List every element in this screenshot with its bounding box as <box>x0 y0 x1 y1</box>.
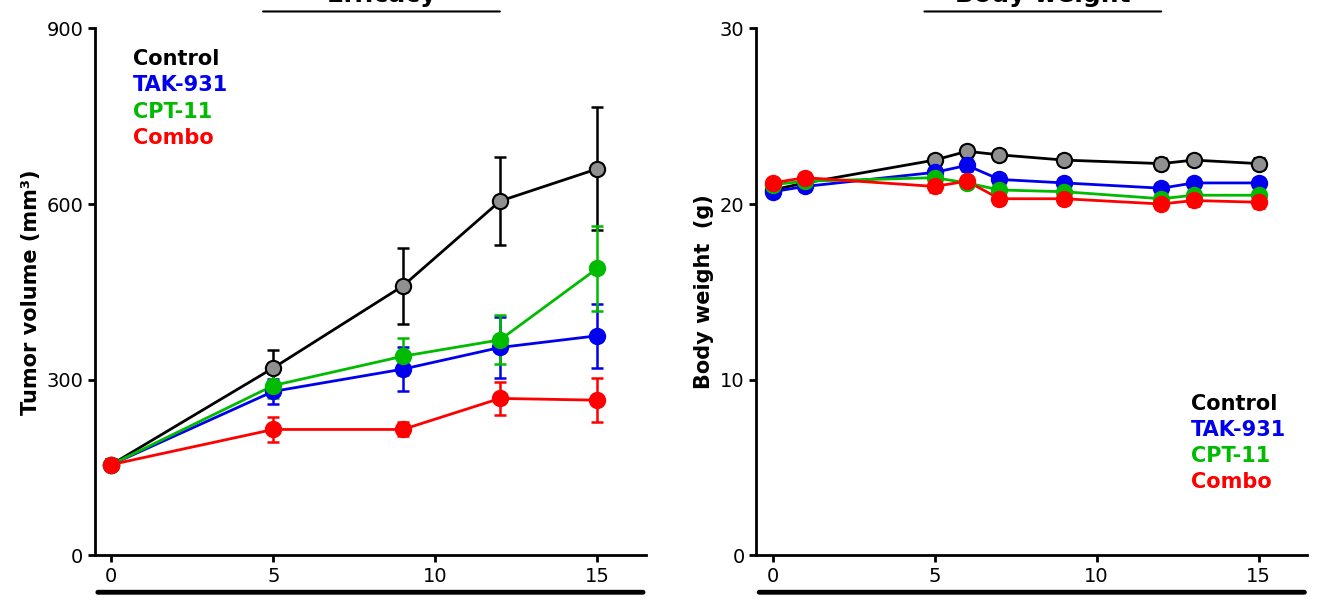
Legend: Control, TAK-931, CPT-11, Combo: Control, TAK-931, CPT-11, Combo <box>105 39 238 158</box>
Text: Efficacy: Efficacy <box>327 0 437 7</box>
Y-axis label: Tumor volume (mm³): Tumor volume (mm³) <box>21 169 41 415</box>
Legend: Control, TAK-931, CPT-11, Combo: Control, TAK-931, CPT-11, Combo <box>1165 383 1296 503</box>
Text: Body weight: Body weight <box>955 0 1130 7</box>
Y-axis label: Body weight  (g): Body weight (g) <box>695 194 714 389</box>
